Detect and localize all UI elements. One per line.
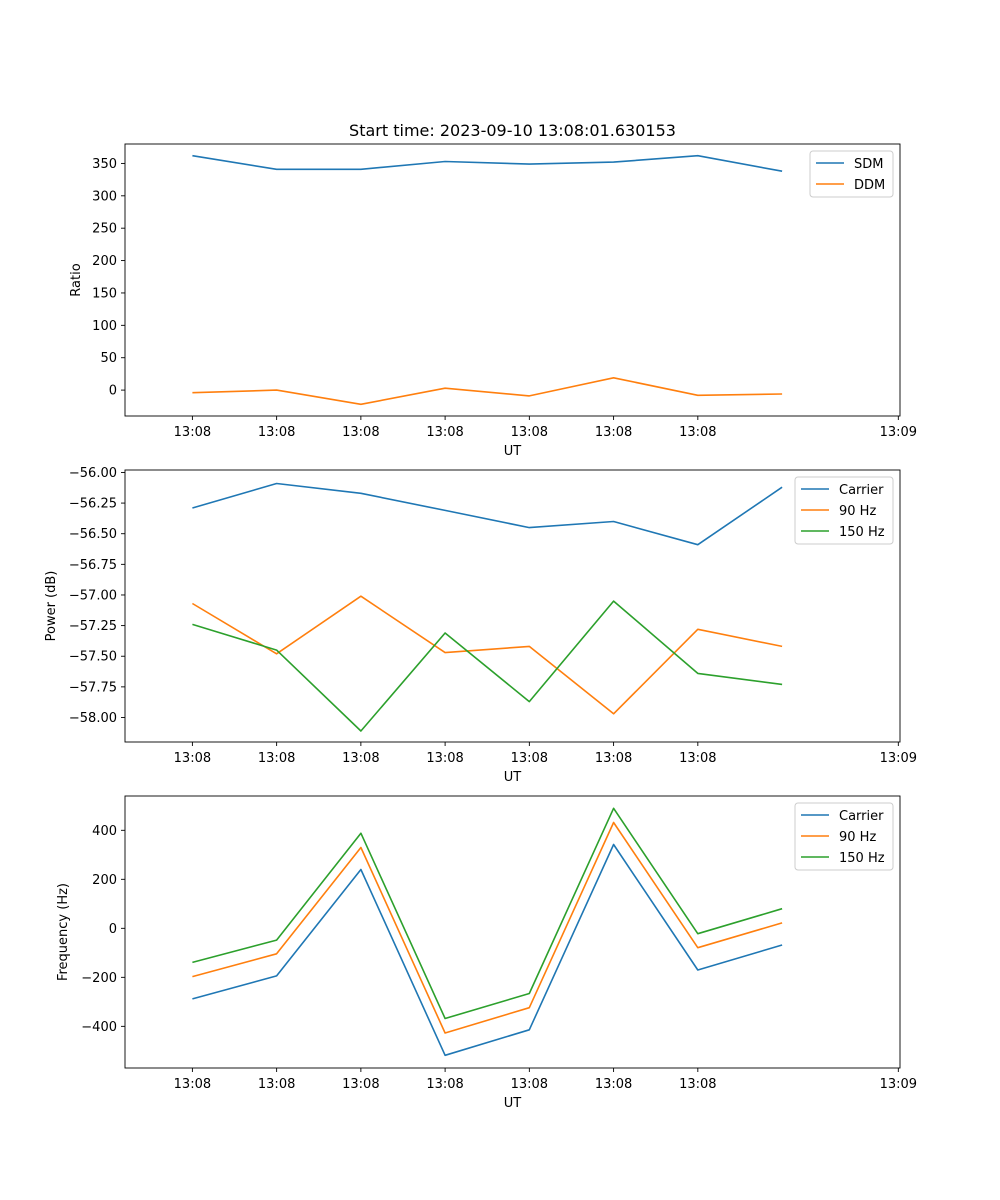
x-tick-label: 13:08 bbox=[258, 425, 295, 440]
series-line-90-hz bbox=[192, 821, 783, 1034]
axes-frame bbox=[124, 143, 901, 417]
legend-label: DDM bbox=[854, 178, 885, 193]
x-tick-label: 13:08 bbox=[342, 751, 379, 766]
chart-title: Start time: 2023-09-10 13:08:01.630153 bbox=[349, 121, 676, 140]
series-line-90-hz bbox=[191, 595, 783, 715]
y-tick-label: 200 bbox=[92, 873, 117, 888]
x-tick-label: 13:09 bbox=[880, 425, 917, 440]
legend-box bbox=[794, 476, 894, 545]
x-tick-label: 13:08 bbox=[174, 751, 211, 766]
y-tick-label: −57.75 bbox=[69, 680, 117, 695]
y-tick-label: −56.00 bbox=[69, 466, 117, 481]
x-tick-label: 13:08 bbox=[511, 751, 548, 766]
legend-label: 90 Hz bbox=[839, 830, 876, 845]
x-tick-label: 13:08 bbox=[342, 425, 379, 440]
y-tick-label: −56.75 bbox=[69, 558, 117, 573]
legend-label: Carrier bbox=[839, 483, 884, 498]
y-tick-label: 350 bbox=[92, 157, 117, 172]
series-line-sdm bbox=[192, 154, 783, 172]
legend-label: 150 Hz bbox=[839, 525, 885, 540]
y-tick-label: −56.25 bbox=[69, 497, 117, 512]
x-tick-label: 13:08 bbox=[426, 425, 463, 440]
axes-frame bbox=[124, 469, 901, 743]
y-tick-label: −200 bbox=[81, 971, 117, 986]
y-tick-label: −58.00 bbox=[69, 711, 117, 726]
x-tick-label: 13:08 bbox=[258, 751, 295, 766]
y-tick-label: −56.50 bbox=[69, 527, 117, 542]
legend-label: Carrier bbox=[839, 809, 884, 824]
x-tick-label: 13:08 bbox=[342, 1077, 379, 1092]
x-tick-label: 13:08 bbox=[511, 1077, 548, 1092]
x-tick-label: 13:08 bbox=[679, 425, 716, 440]
y-tick-label: 250 bbox=[92, 222, 117, 237]
x-tick-label: 13:09 bbox=[880, 1077, 917, 1092]
x-tick-label: 13:08 bbox=[595, 1077, 632, 1092]
x-tick-label: 13:08 bbox=[174, 1077, 211, 1092]
axes-frame bbox=[124, 795, 901, 1069]
y-tick-label: 400 bbox=[92, 824, 117, 839]
legend: Carrier 90 Hz 150 Hz bbox=[794, 802, 894, 871]
x-tick-label: 13:08 bbox=[595, 751, 632, 766]
x-axis-label: UT bbox=[504, 1096, 522, 1111]
x-tick-label: 13:08 bbox=[679, 1077, 716, 1092]
chart-frequency: 13:08 13:08 13:08 13:08 13:08 13:08 13:08 13:09… bbox=[56, 795, 917, 1111]
chart-power: 13:08 13:08 13:08 13:08 13:08 13:08 13:08 13:09… bbox=[44, 466, 917, 785]
x-axis-label: UT bbox=[504, 444, 522, 459]
x-tick-label: 13:08 bbox=[595, 425, 632, 440]
y-tick-label: −57.25 bbox=[69, 619, 117, 634]
y-tick-label: −57.50 bbox=[69, 650, 117, 665]
legend: Carrier 90 Hz 150 Hz bbox=[794, 476, 894, 545]
legend-box bbox=[794, 802, 894, 871]
series-line-150-hz bbox=[192, 600, 783, 732]
y-tick-label: −400 bbox=[81, 1020, 117, 1035]
series-line-150-hz bbox=[192, 807, 783, 1020]
x-tick-label: 13:08 bbox=[174, 425, 211, 440]
legend-label: SDM bbox=[854, 157, 883, 172]
y-axis-label: Power (dB) bbox=[44, 571, 59, 642]
series-line-ddm bbox=[192, 376, 783, 406]
x-tick-label: 13:08 bbox=[511, 425, 548, 440]
y-tick-label: 300 bbox=[92, 189, 117, 204]
chart-ratio: Start time: 2023-09-10 13:08:01.630153 13… bbox=[69, 121, 917, 459]
y-tick-label: 100 bbox=[92, 319, 117, 334]
legend-label: 90 Hz bbox=[839, 504, 876, 519]
legend-label: 150 Hz bbox=[839, 851, 885, 866]
y-axis-label: Ratio bbox=[69, 263, 84, 296]
x-axis-label: UT bbox=[504, 770, 522, 785]
y-tick-label: 150 bbox=[92, 286, 117, 301]
y-tick-label: 200 bbox=[92, 254, 117, 269]
x-tick-label: 13:08 bbox=[258, 1077, 295, 1092]
y-tick-label: 0 bbox=[109, 922, 117, 937]
x-tick-label: 13:09 bbox=[880, 751, 917, 766]
x-tick-label: 13:08 bbox=[426, 1077, 463, 1092]
x-tick-label: 13:08 bbox=[679, 751, 716, 766]
series-line-carrier bbox=[192, 843, 783, 1057]
y-tick-label: 0 bbox=[109, 384, 117, 399]
y-tick-label: 50 bbox=[100, 351, 117, 366]
series-line-carrier bbox=[192, 482, 783, 546]
legend: SDM DDM bbox=[809, 150, 894, 198]
y-tick-label: −57.00 bbox=[69, 588, 117, 603]
y-axis-label: Frequency (Hz) bbox=[56, 883, 71, 981]
x-tick-label: 13:08 bbox=[426, 751, 463, 766]
